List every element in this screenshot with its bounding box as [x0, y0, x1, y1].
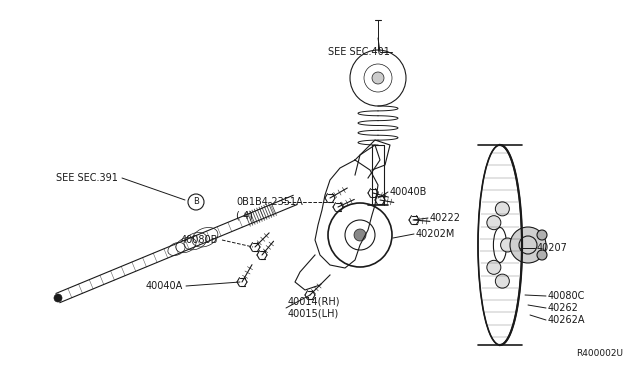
Text: 40222: 40222	[430, 213, 461, 223]
Text: 0B1B4-2351A: 0B1B4-2351A	[236, 197, 303, 207]
Text: ( 4): ( 4)	[236, 211, 253, 221]
Circle shape	[510, 227, 546, 263]
Text: SEE SEC.391: SEE SEC.391	[56, 173, 118, 183]
Text: 40040B: 40040B	[390, 187, 428, 197]
Text: 40015(LH): 40015(LH)	[288, 309, 339, 319]
Circle shape	[354, 229, 366, 241]
Text: SEE SEC.401: SEE SEC.401	[328, 47, 390, 57]
Circle shape	[495, 202, 509, 216]
Circle shape	[495, 274, 509, 288]
Text: 40080B: 40080B	[180, 235, 218, 245]
Text: 40262: 40262	[548, 303, 579, 313]
Circle shape	[500, 238, 515, 252]
Text: 40262A: 40262A	[548, 315, 586, 325]
Text: 40014(RH): 40014(RH)	[288, 297, 340, 307]
Circle shape	[537, 230, 547, 240]
Circle shape	[537, 250, 547, 260]
Text: 40080C: 40080C	[548, 291, 586, 301]
Text: 40207: 40207	[537, 243, 568, 253]
Circle shape	[487, 216, 501, 230]
Circle shape	[54, 294, 62, 302]
Circle shape	[372, 72, 384, 84]
Text: R400002U: R400002U	[576, 350, 623, 359]
Text: 40202M: 40202M	[416, 229, 456, 239]
Text: 40040A: 40040A	[146, 281, 183, 291]
Circle shape	[487, 260, 501, 274]
Text: B: B	[193, 198, 199, 206]
